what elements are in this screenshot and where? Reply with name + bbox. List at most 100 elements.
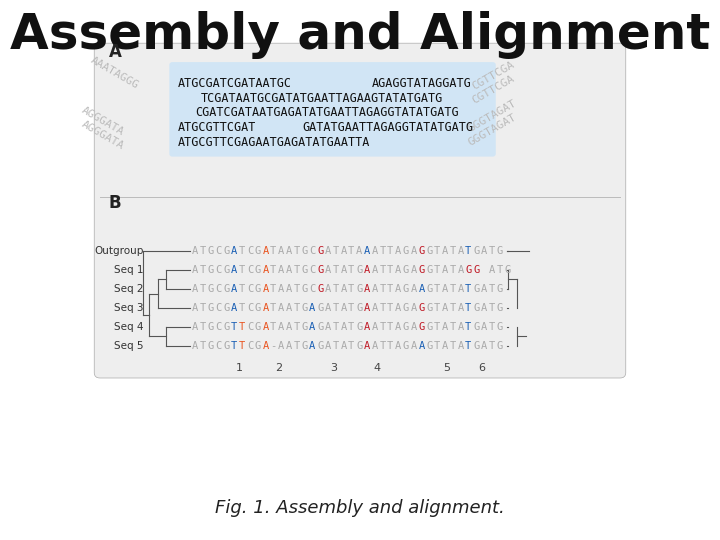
Text: T: T: [449, 265, 456, 275]
Text: GGGTAGAT: GGGTAGAT: [467, 98, 519, 134]
Text: G: G: [473, 246, 480, 256]
Text: T: T: [379, 341, 386, 350]
Text: A: A: [364, 246, 370, 256]
Text: T: T: [348, 284, 354, 294]
Text: G: G: [208, 303, 214, 313]
Text: G: G: [317, 284, 323, 294]
Text: T: T: [434, 265, 440, 275]
Text: G: G: [356, 265, 362, 275]
Text: A: A: [410, 303, 417, 313]
Text: C: C: [215, 246, 222, 256]
Text: A: A: [341, 322, 346, 332]
Text: G: G: [418, 265, 425, 275]
Text: G: G: [473, 341, 480, 350]
Text: G: G: [302, 322, 307, 332]
Text: A: A: [286, 303, 292, 313]
Text: A: A: [278, 265, 284, 275]
Text: T: T: [333, 341, 339, 350]
Text: G: G: [426, 284, 433, 294]
Text: A: A: [410, 265, 417, 275]
Text: A: A: [192, 322, 199, 332]
Text: G: G: [302, 265, 307, 275]
Text: G: G: [208, 265, 214, 275]
Text: T: T: [434, 284, 440, 294]
Text: T: T: [200, 341, 206, 350]
Text: A: A: [192, 246, 199, 256]
Text: G: G: [223, 341, 230, 350]
Text: C: C: [309, 246, 315, 256]
Text: A: A: [372, 322, 378, 332]
Text: ATGCGTTCGAGAATGAGATATGAATTA: ATGCGTTCGAGAATGAGATATGAATTA: [178, 136, 370, 148]
Text: T: T: [348, 265, 354, 275]
Text: G: G: [473, 284, 480, 294]
Text: T: T: [496, 265, 503, 275]
Text: A: A: [410, 246, 417, 256]
Text: T: T: [387, 246, 393, 256]
Text: T: T: [294, 284, 300, 294]
Text: AGGGATA: AGGGATA: [80, 119, 126, 151]
Text: A: A: [286, 322, 292, 332]
Text: A: A: [109, 43, 122, 60]
Text: A: A: [410, 341, 417, 350]
Text: A: A: [192, 341, 199, 350]
Text: 2: 2: [276, 363, 283, 373]
Text: A: A: [341, 341, 346, 350]
Text: A: A: [457, 341, 464, 350]
Text: A: A: [278, 246, 284, 256]
Text: T: T: [270, 246, 276, 256]
Text: AGGGATA: AGGGATA: [80, 105, 126, 138]
Text: G: G: [426, 246, 433, 256]
Text: T: T: [348, 303, 354, 313]
Text: A: A: [395, 322, 401, 332]
Text: T: T: [239, 265, 246, 275]
Text: T: T: [333, 284, 339, 294]
Text: A: A: [325, 322, 331, 332]
Text: AAATAGGG: AAATAGGG: [89, 55, 140, 91]
Text: AGAGGTATAGGATG: AGAGGTATAGGATG: [372, 77, 472, 90]
Text: G: G: [496, 341, 503, 350]
Text: A: A: [309, 341, 315, 350]
Text: A: A: [442, 322, 448, 332]
Text: A: A: [410, 322, 417, 332]
Text: G: G: [255, 246, 261, 256]
Text: T: T: [489, 284, 495, 294]
Text: T: T: [333, 303, 339, 313]
Text: T: T: [489, 246, 495, 256]
Text: G: G: [208, 322, 214, 332]
Text: T: T: [333, 265, 339, 275]
Text: T: T: [489, 341, 495, 350]
Text: T: T: [449, 341, 456, 350]
Text: G: G: [496, 246, 503, 256]
Text: G: G: [223, 265, 230, 275]
Text: G: G: [356, 341, 362, 350]
Text: G: G: [473, 265, 480, 275]
Text: A: A: [231, 284, 238, 294]
Text: T: T: [239, 322, 246, 332]
Text: A: A: [395, 265, 401, 275]
Text: A: A: [481, 246, 487, 256]
Text: G: G: [418, 246, 425, 256]
Text: G: G: [402, 303, 409, 313]
Text: A: A: [442, 341, 448, 350]
Text: G: G: [208, 284, 214, 294]
Text: T: T: [379, 246, 386, 256]
Text: T: T: [434, 246, 440, 256]
Text: A: A: [364, 322, 370, 332]
Text: 5: 5: [444, 363, 450, 373]
Text: T: T: [449, 322, 456, 332]
Text: T: T: [379, 322, 386, 332]
Text: A: A: [457, 265, 464, 275]
Text: T: T: [348, 322, 354, 332]
Text: A: A: [286, 265, 292, 275]
Text: G: G: [302, 246, 307, 256]
Text: G: G: [255, 284, 261, 294]
Text: G: G: [402, 341, 409, 350]
Text: TCGATAATGCGATATGAATTAGAAGTATATGATG: TCGATAATGCGATATGAATTAGAAGTATATGATG: [201, 92, 444, 105]
Text: G: G: [402, 322, 409, 332]
Text: A: A: [457, 322, 464, 332]
Text: Fig. 1. Assembly and alignment.: Fig. 1. Assembly and alignment.: [215, 498, 505, 517]
Text: T: T: [434, 322, 440, 332]
Text: C: C: [309, 284, 315, 294]
Text: G: G: [426, 303, 433, 313]
Text: A: A: [457, 246, 464, 256]
